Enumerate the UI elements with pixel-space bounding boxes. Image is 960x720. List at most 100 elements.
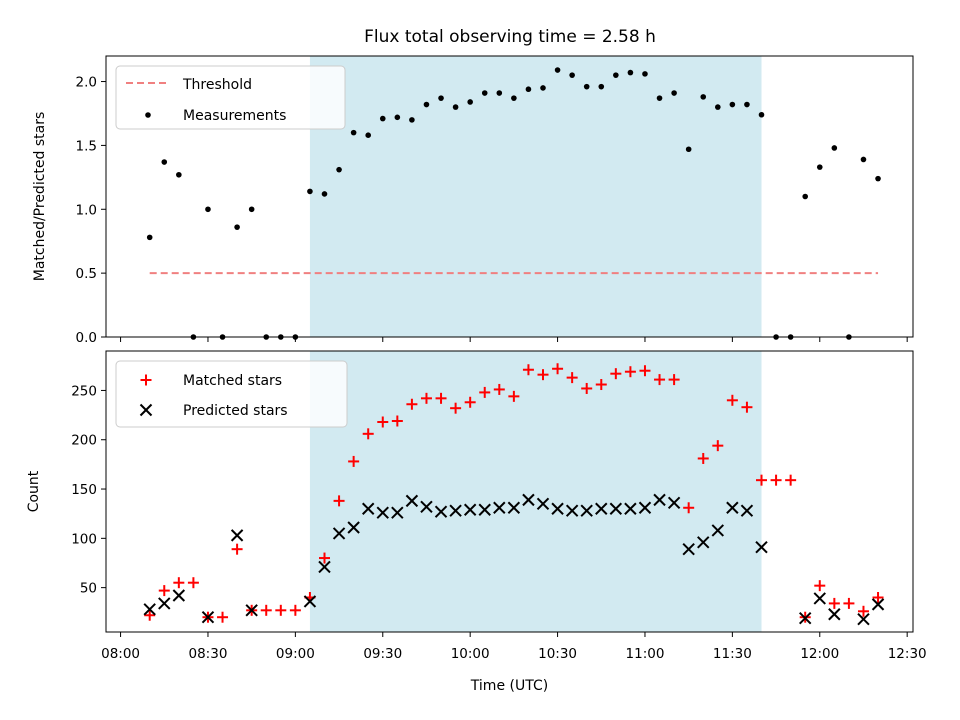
matched-star-point: [522, 364, 534, 376]
matched-star-point: [420, 392, 432, 404]
matched-star-point: [581, 382, 593, 394]
matched-star-point: [493, 383, 505, 395]
bottom-y-tick-label: 100: [71, 531, 97, 547]
measurement-point: [409, 117, 415, 123]
predicted-star-point: [158, 597, 171, 610]
measurement-point: [671, 90, 677, 96]
measurement-point: [729, 101, 736, 108]
predicted-star-point: [463, 503, 477, 516]
matched-star-point: [857, 605, 869, 617]
measurement-point: [248, 206, 255, 213]
measurement-point: [569, 72, 575, 78]
predicted-star-point: [828, 608, 841, 621]
bottom-legend-box: [115, 360, 348, 428]
bottom-y-tick-label: 250: [71, 383, 97, 399]
predicted-star-point: [507, 501, 521, 514]
matched-star-point: [348, 455, 360, 467]
matched-star-point: [566, 372, 578, 384]
x-tick-label: 12:00: [800, 646, 839, 662]
matched-star-point: [610, 368, 622, 380]
bottom-observing-window-shade: [309, 351, 762, 632]
matched-star-point: [275, 604, 287, 616]
measurement-point: [394, 114, 401, 121]
top-y-tick-label: 0.5: [76, 266, 97, 282]
bottom-x-axis: 08:00 08:30 09:00 09:30 10:00 10:30 11:00 11:30…: [101, 632, 927, 662]
predicted-star-point: [245, 604, 258, 617]
matched-star-point: [683, 502, 695, 514]
predicted-star-point: [609, 502, 623, 515]
matched-star-point: [333, 495, 345, 507]
legend-matched-swatch: [140, 374, 152, 386]
measurement-point: [554, 67, 561, 73]
predicted-star-point: [318, 560, 331, 574]
matched-star-point: [406, 398, 418, 410]
predicted-star-point: [813, 592, 826, 605]
predicted-star-point: [755, 540, 768, 554]
legend-predicted-swatch: [139, 403, 153, 417]
measurement-point: [467, 99, 473, 105]
predicted-star-point: [201, 611, 215, 624]
predicted-star-point: [697, 536, 710, 549]
bottom-y-axis: 50 100 150 200 250: [71, 383, 106, 597]
matched-star-point: [785, 474, 797, 486]
matched-star-point: [391, 415, 403, 427]
bottom-y-tick-label: 50: [80, 581, 97, 597]
measurement-point: [234, 224, 240, 230]
measurement-point: [715, 104, 721, 110]
measurement-point: [831, 145, 838, 151]
predicted-star-point: [522, 493, 535, 507]
predicted-star-point: [667, 496, 681, 510]
matched-star-point: [377, 416, 389, 428]
measurement-point: [627, 69, 634, 76]
measurement-point: [875, 175, 881, 182]
legend-predicted-label: Predicted stars: [183, 403, 288, 419]
bottom-y-axis-label: Count: [26, 470, 42, 512]
matched-star-point: [639, 365, 651, 377]
top-legend-box: [115, 65, 346, 130]
measurement-point: [613, 72, 619, 78]
matched-star-point: [537, 369, 549, 381]
matched-star-point: [450, 402, 462, 414]
measurement-point: [350, 129, 357, 136]
x-tick-label: 09:00: [276, 646, 315, 662]
measurement-point: [481, 90, 488, 96]
predicted-star-point: [536, 497, 550, 511]
x-tick-label: 09:30: [363, 646, 402, 662]
matched-star-point: [173, 577, 185, 589]
measurement-point: [540, 85, 546, 91]
predicted-stars-series: [143, 493, 885, 626]
predicted-star-point: [857, 612, 870, 626]
matched-star-point: [756, 474, 768, 486]
matched-star-point: [187, 577, 199, 589]
measurement-point: [511, 95, 517, 101]
predicted-star-point: [391, 506, 404, 519]
measurement-point: [161, 159, 168, 165]
top-panel: 0.00.51.01.52.0 Matched/Predicted stars …: [32, 55, 914, 346]
matched-star-point: [319, 552, 331, 564]
measurement-point: [583, 83, 590, 90]
predicted-star-point: [580, 504, 593, 517]
top-legend: Threshold Measurements: [115, 65, 346, 130]
predicted-star-point: [740, 504, 754, 517]
legend-matched-label: Matched stars: [183, 373, 282, 389]
top-y-axis-label: Matched/Predicted stars: [32, 112, 48, 282]
predicted-star-point: [726, 501, 739, 514]
top-y-tick-label: 0.0: [76, 330, 97, 346]
predicted-star-point: [595, 502, 608, 515]
x-tick-label: 11:30: [713, 646, 752, 662]
measurement-point: [438, 95, 444, 101]
x-tick-label: 10:30: [538, 646, 577, 662]
x-tick-label: 11:00: [626, 646, 665, 662]
measurement-point: [146, 234, 153, 241]
legend-plus-marker: [140, 374, 152, 386]
measurement-point: [656, 95, 663, 101]
matched-star-point: [231, 543, 243, 555]
legend-measurements-label: Measurements: [183, 108, 286, 124]
matched-star-point: [464, 396, 476, 408]
top-plot-frame: [105, 55, 914, 338]
measurement-point: [525, 86, 532, 93]
matched-star-point: [872, 591, 884, 603]
matched-star-point: [552, 363, 564, 375]
predicted-star-point: [682, 542, 695, 556]
